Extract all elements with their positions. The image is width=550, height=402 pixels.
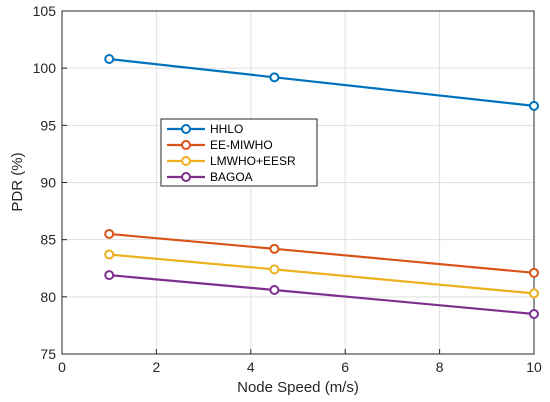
data-point <box>104 249 115 260</box>
data-point <box>269 243 280 254</box>
series-lmwho-eesr <box>104 249 539 299</box>
legend-entries: HHLO EE-MIWHO LMWHO+EESR BAGOA <box>167 122 296 184</box>
legend-entry: EE-MIWHO <box>167 138 273 152</box>
data-point <box>104 270 115 281</box>
data-point <box>529 100 539 111</box>
data-point <box>529 267 539 278</box>
x-tick-label: 8 <box>436 359 444 375</box>
y-tick-label: 100 <box>33 60 57 76</box>
legend-label: LMWHO+EESR <box>210 154 296 168</box>
data-point <box>529 288 539 299</box>
data-point <box>104 228 115 239</box>
data-point <box>269 264 280 275</box>
series-bagoa <box>104 270 539 319</box>
legend-marker <box>181 172 191 182</box>
series-hhlo <box>104 54 539 111</box>
axis-ticks: 0 2 4 6 8 10 75 80 85 90 95 100 105 <box>33 3 542 375</box>
legend-entry: LMWHO+EESR <box>167 154 296 168</box>
x-tick-label: 4 <box>247 359 255 375</box>
data-point <box>269 72 280 83</box>
series-ee-miwho <box>104 228 539 278</box>
data-point <box>529 308 539 319</box>
legend-entry: HHLO <box>167 122 243 136</box>
legend-marker <box>181 124 191 134</box>
legend-label: HHLO <box>210 122 243 136</box>
y-tick-label: 105 <box>33 3 57 19</box>
y-axis-label: PDR (%) <box>9 152 26 211</box>
series-lines <box>104 54 539 319</box>
legend-label: BAGOA <box>210 170 253 184</box>
legend-marker <box>181 156 191 166</box>
x-axis-label: Node Speed (m/s) <box>237 379 359 396</box>
y-tick-label: 80 <box>40 289 56 305</box>
data-point <box>269 284 280 295</box>
x-tick-label: 10 <box>526 359 542 375</box>
data-point <box>104 54 115 65</box>
legend-label: EE-MIWHO <box>210 138 273 152</box>
y-tick-label: 90 <box>40 175 56 191</box>
y-tick-label: 75 <box>40 346 56 362</box>
y-tick-label: 95 <box>40 117 56 133</box>
x-tick-label: 2 <box>153 359 161 375</box>
x-tick-label: 6 <box>341 359 349 375</box>
y-tick-label: 85 <box>40 232 56 248</box>
legend: HHLO EE-MIWHO LMWHO+EESR BAGOA <box>160 118 318 187</box>
legend-marker <box>181 140 191 150</box>
x-tick-label: 0 <box>58 359 66 375</box>
legend-entry: BAGOA <box>167 170 253 184</box>
